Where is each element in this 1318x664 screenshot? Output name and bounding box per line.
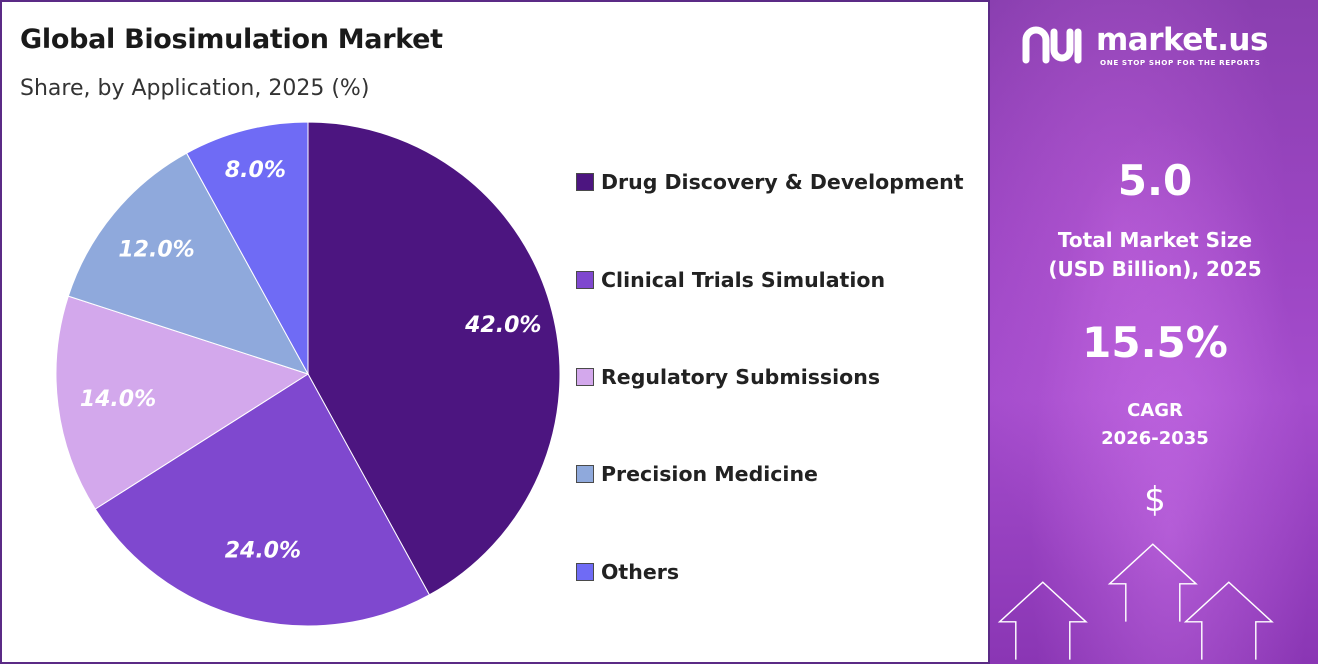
summary-panel: market.us ONE STOP SHOP FOR THE REPORTS … [988, 0, 1318, 664]
brand-logo[interactable]: market.us ONE STOP SHOP FOR THE REPORTS [1020, 22, 1290, 72]
arrow-up-right-icon [1183, 581, 1274, 660]
pie-slice-3 [55, 295, 310, 510]
market-size-label-line1: Total Market Size [1057, 228, 1253, 252]
legend-item-others: Others [576, 560, 679, 584]
brand-name: market.us [1096, 22, 1268, 58]
dollar-icon: $ [1144, 480, 1166, 520]
legend-label: Drug Discovery & Development [601, 170, 964, 194]
pie-slice-label-1: 42.0% [464, 313, 541, 338]
arrow-up-left-icon [997, 581, 1088, 660]
legend-item-drug-discovery: Drug Discovery & Development [576, 170, 964, 194]
legend-swatch [576, 173, 594, 191]
chart-panel: Global Biosimulation Market Share, by Ap… [2, 2, 988, 662]
cagr-label-line2: 2026-2035 [1101, 428, 1209, 449]
arrow-up-middle-icon [1107, 543, 1198, 622]
legend-label: Precision Medicine [601, 462, 818, 486]
legend-swatch [576, 368, 594, 386]
legend-swatch [576, 465, 594, 483]
pie-slice-1 [307, 121, 561, 596]
pie-slice-label-3: 14.0% [80, 387, 156, 412]
market-size-label-line2: (USD Billion), 2025 [1048, 257, 1262, 281]
legend-label: Clinical Trials Simulation [601, 268, 886, 292]
legend-swatch [576, 563, 594, 581]
cagr-value: 15.5% [1082, 318, 1228, 367]
legend-swatch [576, 271, 594, 289]
growth-arrows-icon [997, 543, 1274, 660]
pie-slice-label-2: 24.0% [225, 539, 301, 564]
chart-subtitle: Share, by Application, 2025 (%) [20, 76, 370, 101]
pie-slice-5 [185, 121, 309, 375]
pie-slice-2 [94, 373, 431, 627]
market-us-logo-icon [1022, 26, 1082, 64]
pie-slice-label-5: 8.0% [225, 158, 286, 183]
pie-slice-label-4: 12.0% [118, 238, 194, 263]
legend-item-precision-medicine: Precision Medicine [576, 462, 818, 486]
pie-slice-4 [67, 152, 310, 375]
market-size-value: 5.0 [1117, 156, 1193, 205]
legend-item-regulatory: Regulatory Submissions [576, 365, 880, 389]
legend-label: Regulatory Submissions [601, 365, 881, 389]
chart-title: Global Biosimulation Market [20, 24, 443, 55]
legend-label: Others [601, 560, 680, 584]
legend-item-clinical-trials: Clinical Trials Simulation [576, 268, 885, 292]
cagr-label-line1: CAGR [1127, 400, 1183, 421]
brand-tagline: ONE STOP SHOP FOR THE REPORTS [1100, 58, 1261, 67]
pie-chart: 42.0% 24.0% 14.0% 12.0% 8.0% [55, 121, 561, 627]
